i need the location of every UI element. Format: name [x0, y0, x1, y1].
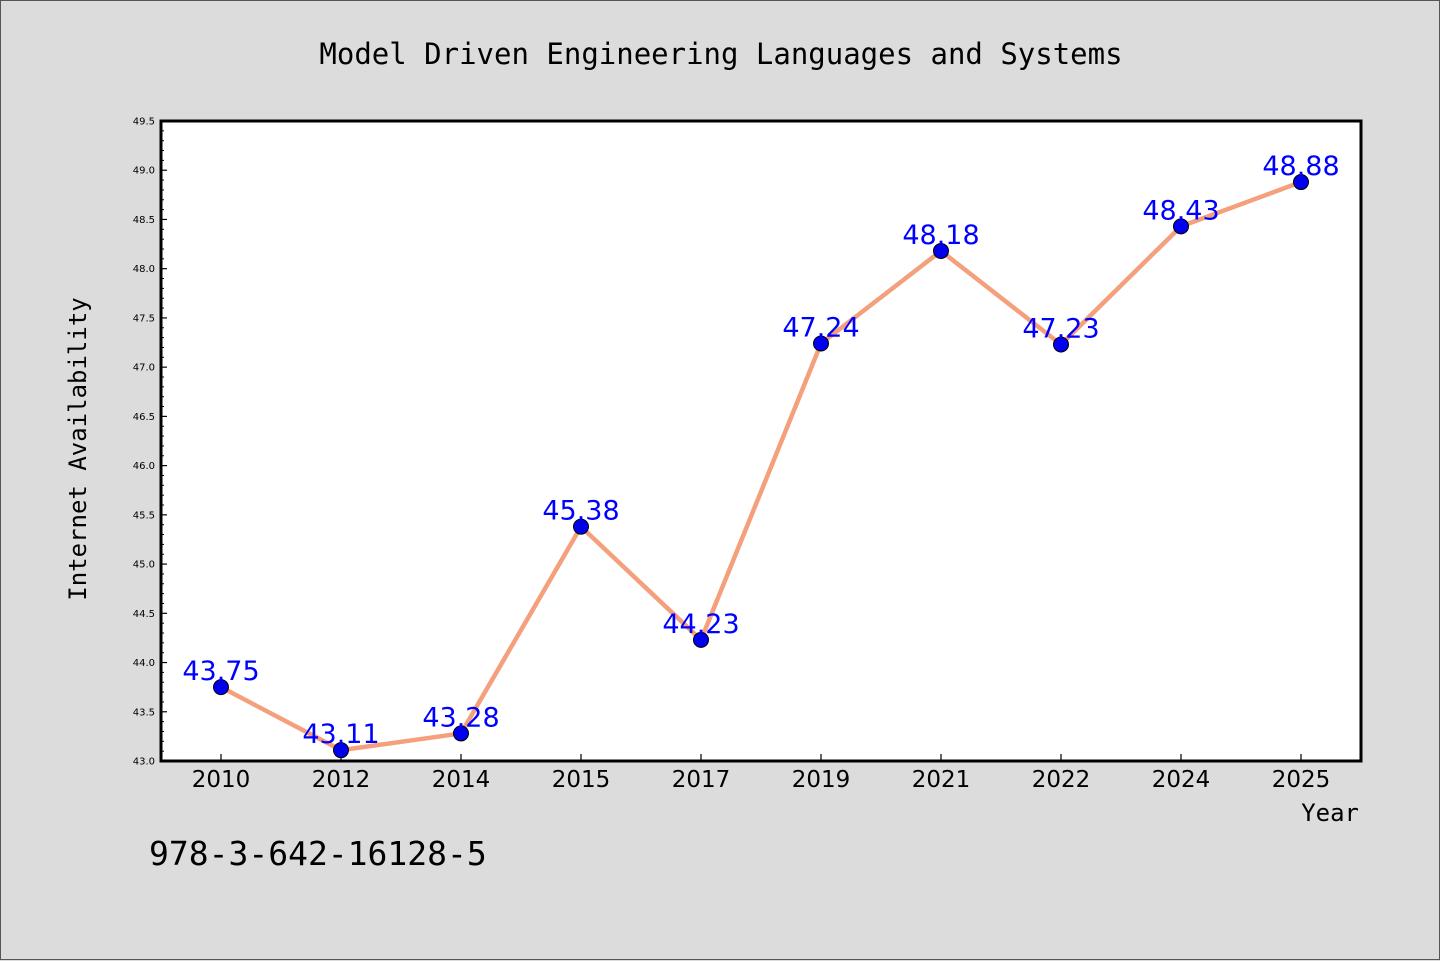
y-tick-label: 44.0: [133, 658, 155, 669]
x-axis: 2010 2012 2014 2015 2017 2019 2021 2022 2024 2025: [192, 754, 1331, 793]
x-tick-label: 2024: [1152, 767, 1211, 793]
data-label: 45.38: [542, 496, 619, 527]
data-point: [333, 742, 349, 759]
y-tick-label: 46.0: [133, 461, 155, 472]
data-label: 43.75: [182, 656, 259, 687]
x-tick-label: 2010: [192, 767, 251, 793]
y-axis: 43.0 43.5 44.0 44.5 45.0 45.5 46.0 46.5 47.0 47.5…: [133, 117, 167, 768]
data-point: [1173, 218, 1189, 235]
data-point: [1053, 336, 1069, 353]
y-tick-label: 46.5: [133, 412, 155, 423]
data-markers: [213, 174, 1309, 759]
y-tick-label: 49.0: [133, 166, 155, 177]
y-tick-label: 48.5: [133, 215, 155, 226]
y-axis-label: Internet Availability: [64, 297, 92, 600]
x-tick-label: 2015: [552, 767, 611, 793]
data-label: 43.11: [302, 719, 379, 750]
data-label: 48.88: [1262, 151, 1339, 182]
x-tick-label: 2012: [312, 767, 371, 793]
y-tick-label: 43.5: [133, 707, 155, 718]
isbn-annotation: 978-3-642-16128-5: [149, 834, 487, 873]
series-line: [219, 179, 1302, 753]
y-tick-label: 45.5: [133, 510, 155, 521]
data-point: [573, 518, 589, 535]
x-tick-label: 2014: [432, 767, 491, 793]
data-label: 47.23: [1022, 314, 1099, 345]
x-tick-label: 2017: [672, 767, 731, 793]
data-label: 43.28: [422, 702, 499, 733]
data-label: 48.18: [902, 220, 979, 251]
chart-title: Model Driven Engineering Languages and S…: [319, 37, 1122, 71]
x-axis-label: Year: [1301, 799, 1359, 827]
data-point: [693, 631, 709, 648]
x-tick-label: 2021: [912, 767, 971, 793]
data-label: 44.23: [662, 609, 739, 640]
y-tick-label: 45.0: [133, 560, 155, 571]
data-labels: 43.75 43.11 43.28 45.38 44.23 47.24 48.18 47.23…: [182, 151, 1339, 750]
plot-area: [159, 119, 1363, 763]
data-point: [453, 725, 469, 742]
data-label: 48.43: [1142, 195, 1219, 226]
y-tick-label: 44.5: [133, 609, 155, 620]
data-point: [1293, 174, 1309, 191]
y-tick-label: 43.0: [133, 757, 155, 768]
x-tick-label: 2019: [792, 767, 851, 793]
y-tick-label: 49.5: [133, 117, 155, 128]
y-tick-label: 47.0: [133, 363, 155, 374]
data-point: [213, 679, 229, 696]
data-point: [813, 335, 829, 352]
data-label: 47.24: [782, 313, 859, 344]
x-tick-label: 2025: [1272, 767, 1331, 793]
y-tick-label: 48.0: [133, 264, 155, 275]
y-tick-label: 47.5: [133, 313, 155, 324]
data-point: [933, 242, 949, 259]
x-tick-label: 2022: [1032, 767, 1091, 793]
